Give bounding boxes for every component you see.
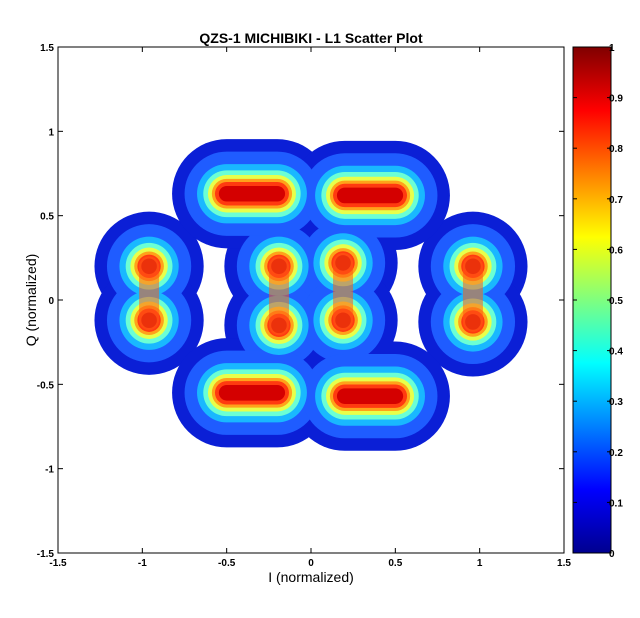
y-tick-label: 1.5 [40,43,54,54]
x-axis-ticks: -1.5 -1 -0.5 0 0.5 1 1.5 [49,47,571,569]
plot-clip-group [94,139,528,451]
x-tick-label: -0.5 [218,558,236,569]
colorbar-tick-label: 0.7 [609,195,623,206]
x-tick-label: 0.5 [388,558,402,569]
y-tick-label: -1.5 [37,549,55,560]
y-tick-label: -0.5 [37,380,55,391]
x-tick-label: 0 [308,558,314,569]
x-tick-label: 1.5 [557,558,571,569]
colorbar-tick-label: 0.8 [609,144,623,155]
colorbar-tick-label: 0.6 [609,245,623,256]
colorbar-tick-label: 0.5 [609,296,623,307]
colorbar-ticks: 0 0.1 0.2 0.3 0.4 0.5 0.6 0.7 0.8 0.9 1 [573,43,623,560]
y-tick-label: 0 [48,296,54,307]
x-tick-label: 1 [477,558,483,569]
colorbar-tick-label: 1 [609,43,615,54]
y-tick-label: 1 [48,127,54,138]
colorbar-tick-label: 0 [609,549,615,560]
y-tick-label: -1 [45,465,54,476]
colorbar-tick-label: 0.3 [609,397,623,408]
y-tick-label: 0.5 [40,212,54,223]
cluster-links [139,252,483,336]
x-axis-label: I (normalized) [268,569,354,585]
colorbar-tick-label: 0.1 [609,498,623,509]
colorbar-tick-label: 0.4 [609,347,623,358]
chart-title: QZS-1 MICHIBIKI - L1 Scatter Plot [199,30,423,46]
colorbar-tick-label: 0.9 [609,94,623,105]
colorbar [572,46,612,554]
x-tick-label: -1 [138,558,147,569]
y-axis-ticks: -1.5 -1 -0.5 0 0.5 1 1.5 [37,43,564,560]
x-tick-label: -1.5 [49,558,67,569]
y-axis-label: Q (normalized) [23,254,39,347]
colorbar-tick-label: 0.2 [609,448,623,459]
density-layer [94,139,528,451]
